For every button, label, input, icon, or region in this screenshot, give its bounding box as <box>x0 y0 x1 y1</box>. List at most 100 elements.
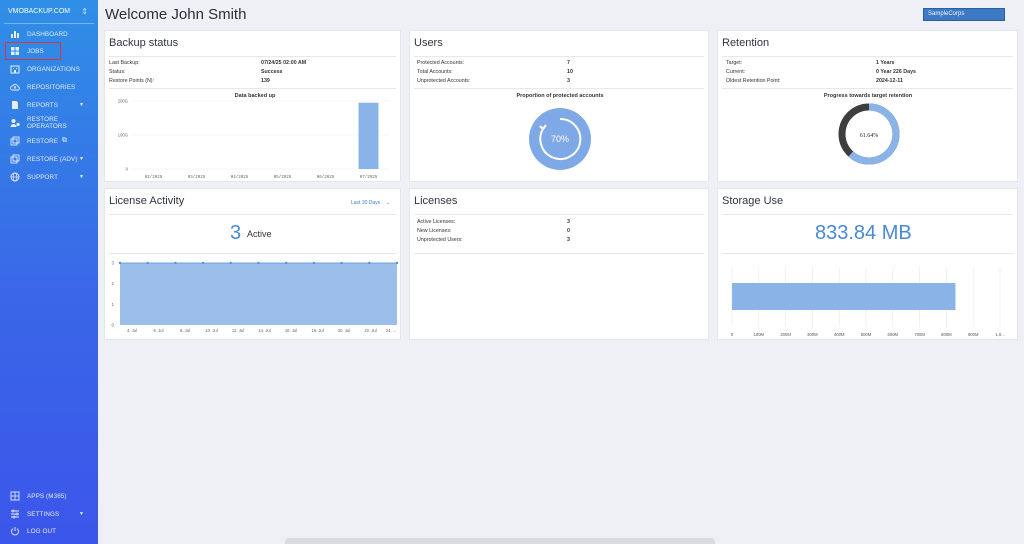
kv-value: 0 Year 226 Days <box>876 69 916 75</box>
donut-label: 61.64% <box>860 133 879 139</box>
sidebar-item-label: JOBS <box>27 47 44 55</box>
x-tick-label: 500M <box>861 332 872 337</box>
sidebar-item-label: RESTORE OPERATORS <box>27 116 67 130</box>
sidebar-item-jobs[interactable]: JOBS <box>0 43 98 59</box>
card-title: Backup status <box>109 37 179 49</box>
card-title: Storage Use <box>722 195 784 207</box>
brand-name: VMOBACKUP.COM <box>8 8 71 15</box>
data-point <box>118 261 122 265</box>
divider <box>414 56 704 57</box>
retention-donut: 61.64% <box>838 103 900 165</box>
divider <box>722 253 1013 254</box>
range-select[interactable]: Last 30 Days ⌄ <box>351 200 390 206</box>
license-area-chart: 3 2 1 0 4. Jul 6. Jul 8. Jul 10. Jul 12. Jul 14. … <box>111 261 399 333</box>
kv-value: 1 Years <box>876 60 895 66</box>
data-point <box>285 261 288 265</box>
x-tick-label: 100M <box>754 332 765 337</box>
chart-title: Data backed up <box>234 93 276 99</box>
data-point <box>340 261 343 265</box>
kv-key: Target: <box>726 60 743 66</box>
sidebar-item-repositories[interactable]: REPOSITORIES <box>0 79 98 95</box>
x-tick-label: 900M <box>968 332 979 337</box>
sidebar-item-support[interactable]: SUPPORT ▼ <box>0 169 98 185</box>
licenses-card: Licenses Active Licenses: 3 New Licenses… <box>409 188 709 340</box>
sidebar: VMOBACKUP.COM ⇕ DASHBOARD JOBS ORGANIZAT… <box>0 0 98 544</box>
sidebar-item-organizations[interactable]: ORGANIZATIONS <box>0 61 98 77</box>
sidebar-item-restore-operators[interactable]: RESTORE OPERATORS <box>0 115 98 131</box>
users-card: Users Protected Accounts: 7 Total Accoun… <box>409 30 709 182</box>
sidebar-item-label: LOG OUT <box>27 527 57 535</box>
retention-card: Retention Target: 1 Years Current: 0 Yea… <box>717 30 1018 182</box>
page-title: Welcome John Smith <box>105 6 247 23</box>
caret-down-icon: ▼ <box>78 511 84 517</box>
caret-down-icon: ▼ <box>78 156 84 162</box>
gauge-disc <box>529 108 591 170</box>
data-point <box>395 261 399 265</box>
external-link-icon: ⧉ <box>62 137 68 144</box>
apps-icon <box>10 491 20 501</box>
backup-bar-chart: 200G 100G 0 02/2025 03/2025 04/2025 05/2025 06/… <box>118 99 390 180</box>
sidebar-item-dashboard[interactable]: DASHBOARD <box>0 26 98 42</box>
kv-value: 139 <box>261 78 270 84</box>
divider <box>414 88 704 89</box>
sidebar-item-label: DASHBOARD <box>27 30 68 38</box>
range-label: Last 30 Days <box>351 200 381 206</box>
active-count: 3 <box>230 222 242 244</box>
kv-value: 0 <box>567 228 570 234</box>
kv-value: 7 <box>567 60 570 66</box>
x-tick-label: 0 <box>731 332 734 337</box>
sidebar-item-restore[interactable]: RESTORE ⧉ <box>0 133 98 149</box>
divider <box>109 56 396 57</box>
organization-select[interactable]: SampleCorps <box>923 8 1005 21</box>
y-tick-label: 100G <box>118 133 128 138</box>
x-tick-label: 4. Jul <box>127 328 137 333</box>
x-tick-label: 24. ... <box>386 328 396 333</box>
divider <box>414 253 704 254</box>
brand-switcher[interactable]: VMOBACKUP.COM ⇕ <box>4 0 94 24</box>
data-point <box>174 261 177 265</box>
x-tick-label: 6. Jul <box>153 328 163 333</box>
sidebar-item-settings[interactable]: SETTINGS ▼ <box>0 506 98 522</box>
x-tick-label: 16. Jul <box>285 328 297 333</box>
data-point <box>229 261 232 265</box>
card-title: Users <box>414 37 443 49</box>
sidebar-item-apps[interactable]: APPS (M365) <box>0 488 98 504</box>
document-icon <box>10 100 20 110</box>
gauge-label: 70% <box>551 134 569 144</box>
bar <box>732 283 956 310</box>
x-tick-label: 300M <box>807 332 818 337</box>
sidebar-item-restore-adv[interactable]: RESTORE (ADV) ▼ <box>0 151 98 167</box>
data-point <box>312 261 316 265</box>
sidebar-item-label: RESTORE <box>27 137 59 145</box>
x-tick-label: 600M <box>888 332 899 337</box>
x-tick-label: 700M <box>914 332 925 337</box>
divider <box>109 253 396 254</box>
power-icon <box>10 526 20 536</box>
sidebar-item-logout[interactable]: LOG OUT <box>0 523 98 539</box>
active-label: Active <box>247 229 272 239</box>
y-tick-label: 0 <box>111 323 114 328</box>
sidebar-item-label: REPOSITORIES <box>27 83 76 91</box>
sidebar-item-reports[interactable]: REPORTS ▼ <box>0 97 98 113</box>
donut-progress <box>838 103 900 165</box>
x-tick-label: 18. Jul <box>311 328 323 333</box>
y-tick-label: 2 <box>111 281 114 286</box>
x-tick-label: 20. Jul <box>338 328 350 333</box>
kv-value: 3 <box>567 219 570 225</box>
kv-key: Total Accounts: <box>417 69 453 75</box>
kv-value: 07/24/25 02:00 AM <box>261 60 307 66</box>
settings-icon <box>10 509 20 519</box>
kv-key: Protected Accounts: <box>417 60 465 66</box>
storage-card: Storage Use 833.84 MB 0 100M 200M 300M 400M 5… <box>717 188 1018 340</box>
sidebar-item-label: RESTORE (ADV) <box>27 155 78 163</box>
building-icon <box>10 64 20 74</box>
card-title: License Activity <box>109 195 185 207</box>
kv-value: 10 <box>567 69 573 75</box>
x-tick-label: 04/2025 <box>231 175 249 180</box>
restore-icon <box>10 136 20 146</box>
user-group-icon <box>10 118 20 128</box>
data-point <box>201 261 205 265</box>
kv-key: Active Licenses: <box>417 219 456 225</box>
sidebar-item-label: REPORTS <box>27 101 59 109</box>
x-tick-label: 400M <box>834 332 845 337</box>
